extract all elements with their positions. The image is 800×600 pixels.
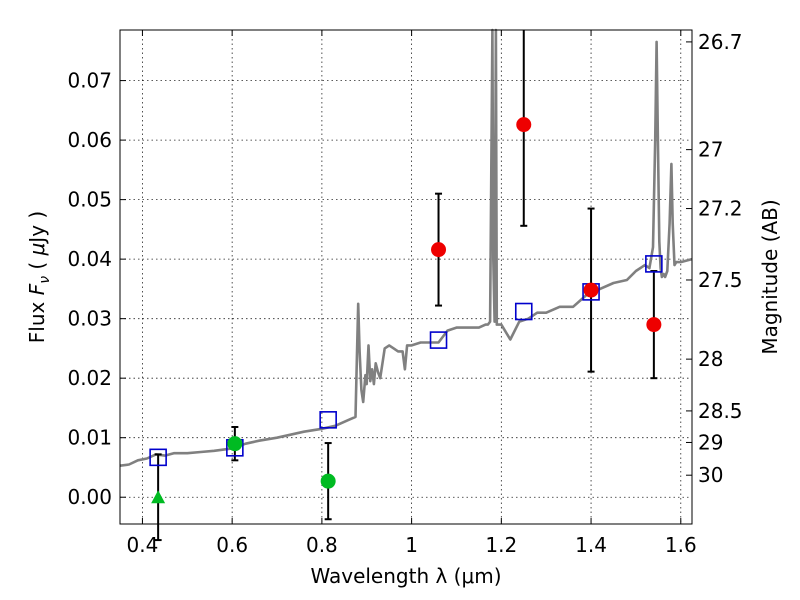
right-tick-label: 27 xyxy=(698,138,723,162)
y-axis-label-part: ( xyxy=(25,255,49,276)
y-tick-label: 0.01 xyxy=(67,426,112,450)
tick-layer: 0.4 0.6 0.8 1 1.2 1.4 1.6 0.00 0.01 0.02 0.03 0.04 0… xyxy=(67,30,742,557)
x-axis-label: Wavelength λ (μm) xyxy=(310,564,501,588)
y-axis-label-part: Flux xyxy=(25,295,49,343)
marker-layer xyxy=(149,117,663,504)
green-detection-point xyxy=(320,473,336,489)
plot-frame xyxy=(119,29,693,525)
red-detection-point xyxy=(583,282,599,298)
green-upper-limit-marker xyxy=(151,490,166,504)
y-axis-label-part: Jy ) xyxy=(25,211,49,245)
y-tick-label: 0.04 xyxy=(67,247,112,271)
right-tick-label: 26.7 xyxy=(698,30,743,54)
y-tick-label: 0.07 xyxy=(67,69,112,93)
x-tick-label: 0.6 xyxy=(216,533,248,557)
y-axis-label: Flux Fν ( μJy ) xyxy=(25,211,53,343)
x-tick-label: 1.2 xyxy=(485,533,517,557)
plot-area xyxy=(120,30,692,524)
model-photometry-square xyxy=(645,255,663,273)
red-detection-point xyxy=(646,317,662,333)
y-tick-label: 0.00 xyxy=(67,485,112,509)
x-tick-label: 0.8 xyxy=(306,533,338,557)
model-photometry-square xyxy=(319,411,337,429)
x-tick-label: 0.4 xyxy=(127,533,159,557)
model-photometry-square xyxy=(429,331,448,349)
y-tick-label: 0.06 xyxy=(67,128,112,152)
y-tick-label: 0.02 xyxy=(67,366,112,390)
right-tick-label: 28.5 xyxy=(698,399,743,423)
model-photometry-square xyxy=(149,448,167,467)
right-tick-label: 30 xyxy=(698,463,723,487)
right-tick-label: 29 xyxy=(698,430,723,454)
spectrum-layer xyxy=(119,28,693,467)
grid-layer xyxy=(120,30,692,524)
model-photometry-square xyxy=(514,302,533,321)
y-tick-label: 0.05 xyxy=(67,188,112,212)
right-tick-label: 27.2 xyxy=(698,197,743,221)
model-spectrum-line xyxy=(119,28,693,467)
y-tick-label: 0.03 xyxy=(67,307,112,331)
right-tick-label: 28 xyxy=(698,347,723,371)
right-tick-label: 27.5 xyxy=(698,268,743,292)
green-detection-point xyxy=(227,436,243,452)
x-tick-label: 1.6 xyxy=(665,533,697,557)
y-axis-label-mu: μ xyxy=(25,243,49,257)
red-detection-point xyxy=(516,117,532,133)
x-tick-label: 1 xyxy=(405,533,418,557)
y-axis-label-symbol: F xyxy=(25,283,49,295)
y-axis-label-subscript: ν xyxy=(37,276,53,284)
right-axis-label: Magnitude (AB) xyxy=(758,199,782,354)
red-detection-point xyxy=(431,242,447,258)
x-tick-label: 1.4 xyxy=(575,533,607,557)
